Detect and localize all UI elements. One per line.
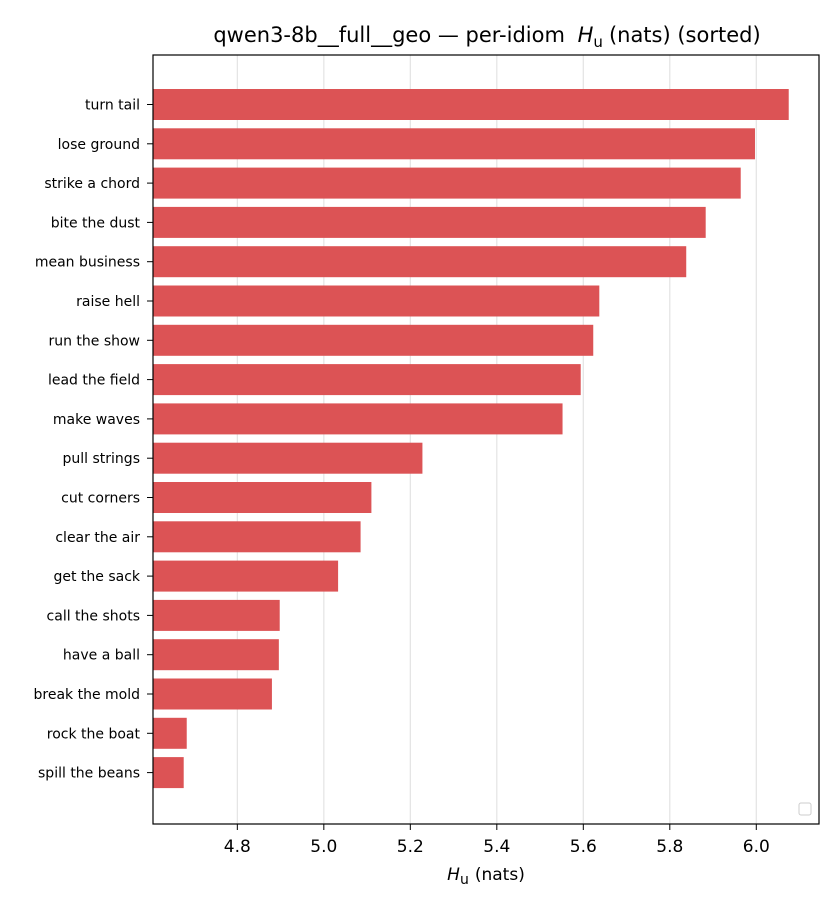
bar-clear-the-air [153, 521, 361, 553]
bar-have-a-ball [153, 639, 279, 671]
x-axis-label-subscript: u [460, 872, 469, 888]
x-tick-label: 5.8 [656, 837, 683, 857]
bar-lose-ground [153, 128, 755, 160]
plot-frame [152, 54, 820, 825]
chart-title: qwen3-8b__full__geo — per-idiom Hu (nats)… [213, 23, 760, 51]
y-tick-label: clear the air [55, 530, 140, 546]
y-tick-label: lead the field [48, 373, 140, 389]
x-tick-label: 5.4 [483, 837, 510, 857]
y-tick-label: raise hell [76, 294, 140, 310]
bar-bite-the-dust [153, 206, 706, 238]
y-tick-label: mean business [35, 255, 140, 271]
x-axis-label-suffix: (nats) [475, 865, 525, 885]
x-axis-label: Hu (nats) [447, 865, 525, 888]
legend-box [798, 802, 812, 816]
y-tick-label: call the shots [47, 608, 140, 624]
y-tick-label: break the mold [34, 687, 141, 703]
x-tick-label: 5.2 [397, 837, 424, 857]
x-axis-ticks: 4.8 5.0 5.2 5.4 5.6 5.8 6.0 [224, 824, 770, 857]
y-tick-label: run the show [48, 333, 140, 349]
y-tick-label: spill the beans [38, 766, 140, 782]
bar-mean-business [153, 246, 687, 278]
bar-make-waves [153, 403, 563, 435]
x-tick-label: 5.0 [310, 837, 337, 857]
chart-title-suffix: (nats) (sorted) [609, 23, 761, 47]
y-tick-label: lose ground [58, 137, 140, 153]
y-tick-label: strike a chord [44, 176, 140, 192]
bar-cut-corners [153, 482, 372, 513]
y-tick-label: bite the dust [51, 215, 141, 231]
bars [153, 89, 789, 789]
bar-turn-tail [153, 89, 789, 120]
bar-call-the-shots [153, 599, 280, 631]
y-tick-label: rock the boat [47, 726, 141, 742]
chart-title-symbol: H [578, 23, 594, 47]
x-axis-label-symbol: H [447, 865, 460, 885]
y-tick-label: cut corners [61, 491, 140, 507]
y-tick-label: make waves [53, 412, 140, 428]
y-axis-labels: turn tail lose ground strike a chord bite t… [34, 98, 153, 782]
y-tick-label: get the sack [53, 569, 140, 585]
chart-title-subscript: u [593, 33, 603, 51]
bar-pull-strings [153, 442, 423, 474]
bar-break-the-mold [153, 678, 272, 710]
x-tick-label: 4.8 [224, 837, 251, 857]
y-tick-label: have a ball [63, 648, 140, 664]
bar-strike-a-chord [153, 167, 741, 199]
bar-spill-the-beans [153, 757, 184, 789]
bar-lead-the-field [153, 364, 581, 396]
y-tick-label: turn tail [85, 98, 140, 114]
bar-get-the-sack [153, 560, 339, 592]
x-tick-label: 5.6 [570, 837, 597, 857]
chart-title-text: qwen3-8b__full__geo — per-idiom [213, 23, 565, 48]
bar-raise-hell [153, 285, 600, 317]
bar-rock-the-boat [153, 717, 187, 749]
x-tick-label: 6.0 [743, 837, 770, 857]
bar-run-the-show [153, 324, 594, 356]
y-tick-label: pull strings [63, 451, 140, 467]
